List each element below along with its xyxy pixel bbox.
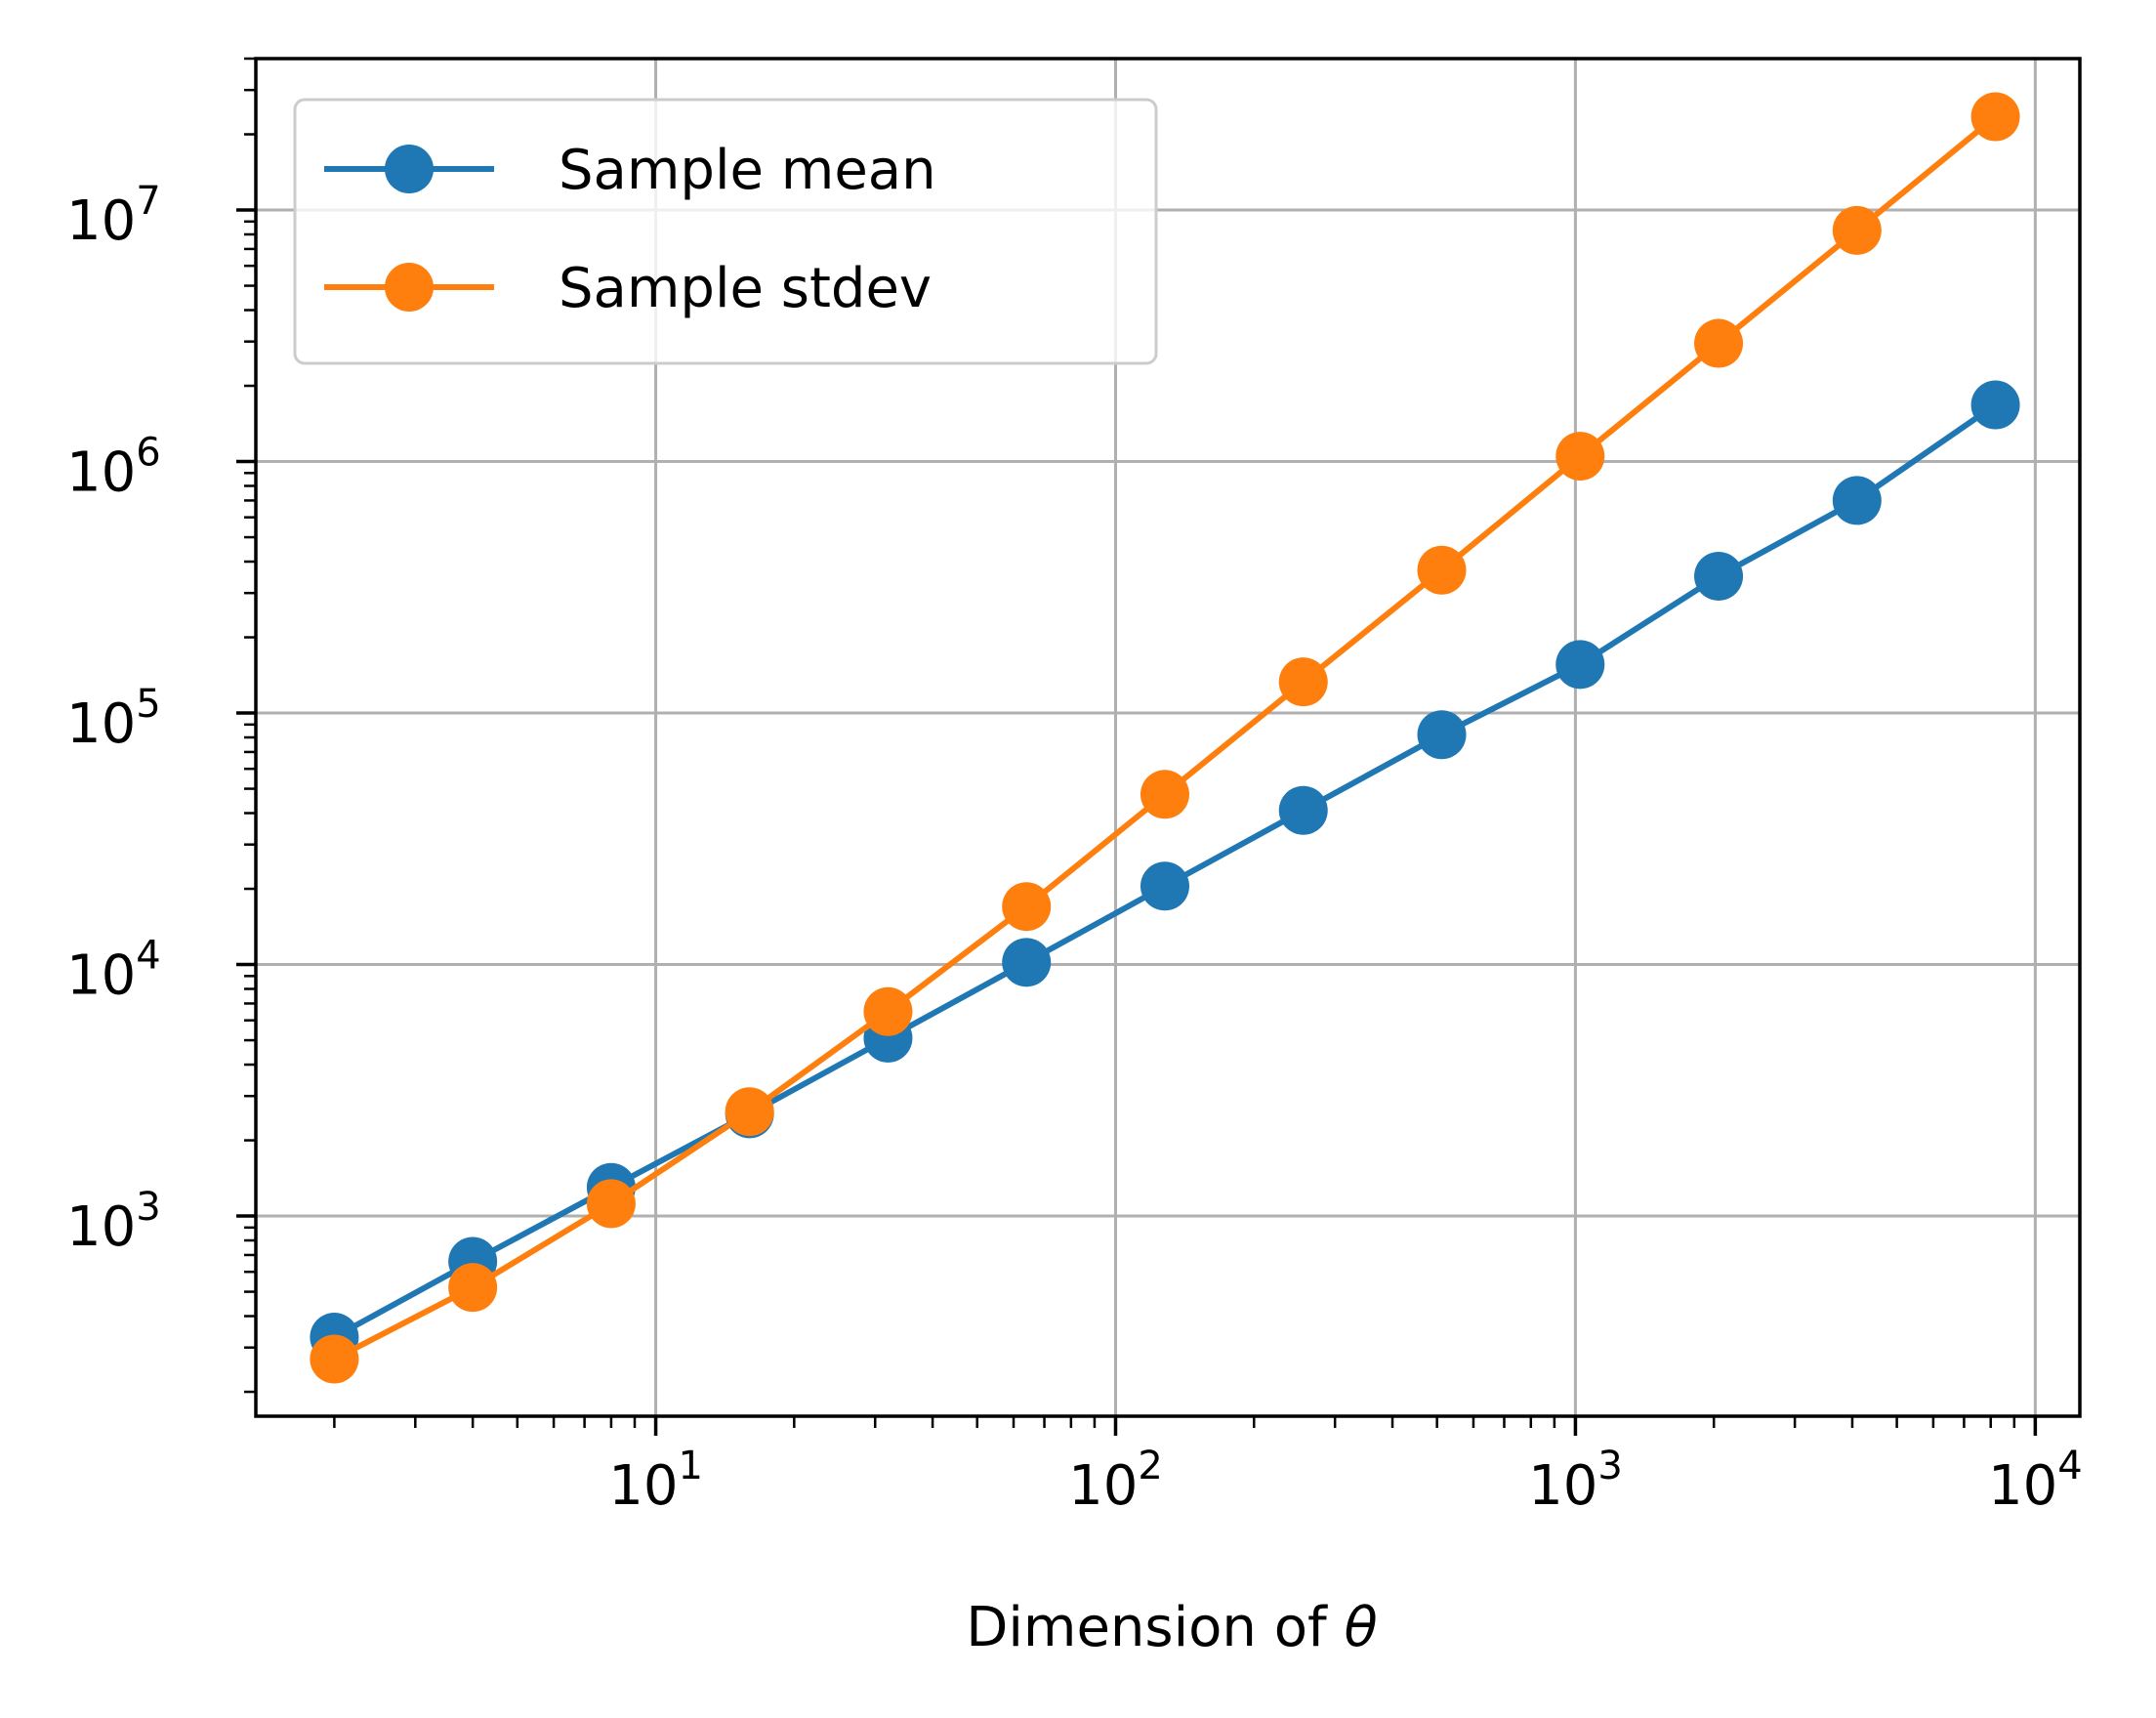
data-point-sample-mean-5 <box>1002 938 1052 987</box>
y-tick-base: 10 <box>66 692 136 756</box>
y-tick-base: 10 <box>66 441 136 505</box>
data-point-sample-stdev-0 <box>310 1334 359 1384</box>
legend: Sample mean Sample stdev <box>293 98 1158 365</box>
x-tick-exponent: 4 <box>2057 1444 2082 1488</box>
series-sample-stdev <box>310 92 2020 1384</box>
data-point-sample-mean-7 <box>1278 785 1328 835</box>
data-point-sample-stdev-11 <box>1832 205 1882 255</box>
data-point-sample-stdev-9 <box>1555 432 1605 482</box>
y-tick-base: 10 <box>66 944 136 1008</box>
data-point-sample-stdev-3 <box>725 1087 774 1137</box>
x-tick-exponent: 2 <box>1138 1444 1162 1488</box>
y-tick-label-1: 104 <box>66 934 161 1008</box>
x-tick-label-2: 103 <box>1528 1444 1623 1518</box>
legend-marker-sample-mean <box>385 145 434 193</box>
legend-label-sample-mean: Sample mean <box>559 139 936 202</box>
y-tick-label-2: 105 <box>66 682 161 756</box>
x-tick-exponent: 3 <box>1597 1444 1622 1488</box>
legend-label-sample-stdev: Sample stdev <box>559 257 932 320</box>
data-point-sample-stdev-7 <box>1278 657 1328 707</box>
x-axis-label-text: Dimension of <box>966 1596 1328 1659</box>
x-tick-base: 10 <box>1068 1454 1138 1518</box>
x-tick-base: 10 <box>608 1454 678 1518</box>
x-tick-base: 10 <box>1988 1454 2057 1518</box>
data-point-sample-stdev-1 <box>448 1263 498 1313</box>
data-point-sample-stdev-12 <box>1970 92 2020 142</box>
y-tick-base: 10 <box>66 1195 136 1259</box>
data-point-sample-stdev-5 <box>1002 882 1052 932</box>
data-point-sample-mean-10 <box>1694 551 1744 601</box>
data-point-sample-mean-8 <box>1417 710 1467 760</box>
legend-entry-sample-mean: Sample mean <box>324 139 936 202</box>
axes-frame <box>254 57 2082 1418</box>
y-tick-label-3: 106 <box>66 431 161 505</box>
y-tick-exponent: 3 <box>136 1185 160 1230</box>
data-point-sample-stdev-2 <box>586 1179 636 1229</box>
data-point-sample-mean-6 <box>1140 861 1189 911</box>
x-axis-label-symbol: θ <box>1345 1596 1378 1659</box>
x-tick-label-0: 101 <box>608 1444 703 1518</box>
y-tick-exponent: 6 <box>136 431 160 476</box>
legend-marker-sample-stdev <box>385 263 434 312</box>
x-tick-exponent: 1 <box>678 1444 702 1488</box>
x-tick-label-1: 102 <box>1068 1444 1163 1518</box>
legend-frame <box>293 98 1158 365</box>
y-tick-exponent: 4 <box>136 934 160 979</box>
legend-entry-sample-stdev: Sample stdev <box>324 257 932 320</box>
data-point-sample-stdev-10 <box>1694 318 1744 368</box>
data-point-sample-stdev-8 <box>1417 545 1467 595</box>
data-point-sample-stdev-4 <box>863 986 913 1036</box>
y-tick-label-0: 103 <box>66 1185 161 1259</box>
y-tick-label-4: 107 <box>66 179 161 253</box>
x-axis-label: Dimension of θ <box>966 1596 1378 1659</box>
y-tick-base: 10 <box>66 189 136 253</box>
y-tick-exponent: 5 <box>136 682 160 727</box>
x-tick-label-3: 104 <box>1988 1444 2083 1518</box>
data-point-sample-mean-12 <box>1970 380 2020 430</box>
x-tick-base: 10 <box>1528 1454 1597 1518</box>
data-point-sample-mean-11 <box>1832 476 1882 525</box>
data-point-sample-mean-9 <box>1555 640 1605 690</box>
y-tick-exponent: 7 <box>136 179 160 224</box>
data-point-sample-stdev-6 <box>1140 770 1189 819</box>
